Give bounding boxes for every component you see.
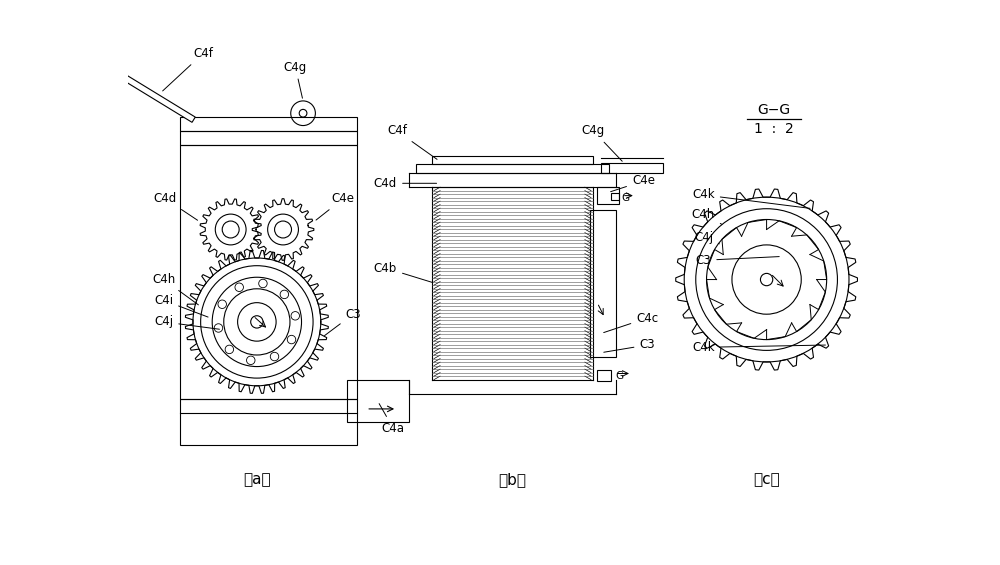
Text: C4d: C4d (154, 192, 198, 220)
Text: C4a: C4a (379, 403, 405, 434)
Text: C4j: C4j (154, 315, 219, 329)
Bar (347, 380, 409, 422)
Bar (180, 117, 357, 131)
Bar (601, 163, 663, 173)
Text: C4e: C4e (316, 192, 355, 220)
Text: （a）: （a） (243, 472, 271, 487)
Text: C4c: C4c (604, 311, 658, 333)
Text: C4j: C4j (694, 231, 719, 244)
Text: C4k: C4k (692, 341, 825, 354)
Text: C3: C3 (325, 308, 361, 336)
Text: C4i: C4i (154, 294, 208, 317)
Text: C4e: C4e (611, 175, 655, 192)
Text: C4k: C4k (692, 188, 810, 208)
Bar (416, 164, 609, 173)
Text: C4f: C4f (387, 124, 437, 159)
Text: C3: C3 (696, 254, 779, 267)
Text: C4g: C4g (284, 60, 307, 98)
Bar (180, 145, 357, 399)
Bar (590, 210, 616, 357)
Text: C3: C3 (604, 338, 655, 352)
Text: 1  :  2: 1 : 2 (754, 121, 794, 136)
Bar (432, 157, 593, 164)
Bar (180, 399, 357, 445)
Text: C4f: C4f (163, 47, 213, 91)
Bar (597, 371, 611, 381)
Bar (611, 193, 619, 200)
Text: G: G (622, 193, 630, 203)
Text: C4d: C4d (374, 177, 437, 190)
Bar (180, 131, 357, 145)
Text: C4h: C4h (152, 273, 198, 305)
Text: C4g: C4g (582, 124, 622, 161)
Text: G: G (615, 371, 623, 381)
Bar (597, 187, 619, 204)
Text: （c）: （c） (753, 472, 780, 487)
Text: G−G: G−G (758, 103, 791, 117)
Text: C4b: C4b (374, 262, 433, 282)
Text: C4h: C4h (692, 207, 722, 224)
Text: （b）: （b） (498, 472, 526, 487)
Polygon shape (123, 75, 195, 123)
